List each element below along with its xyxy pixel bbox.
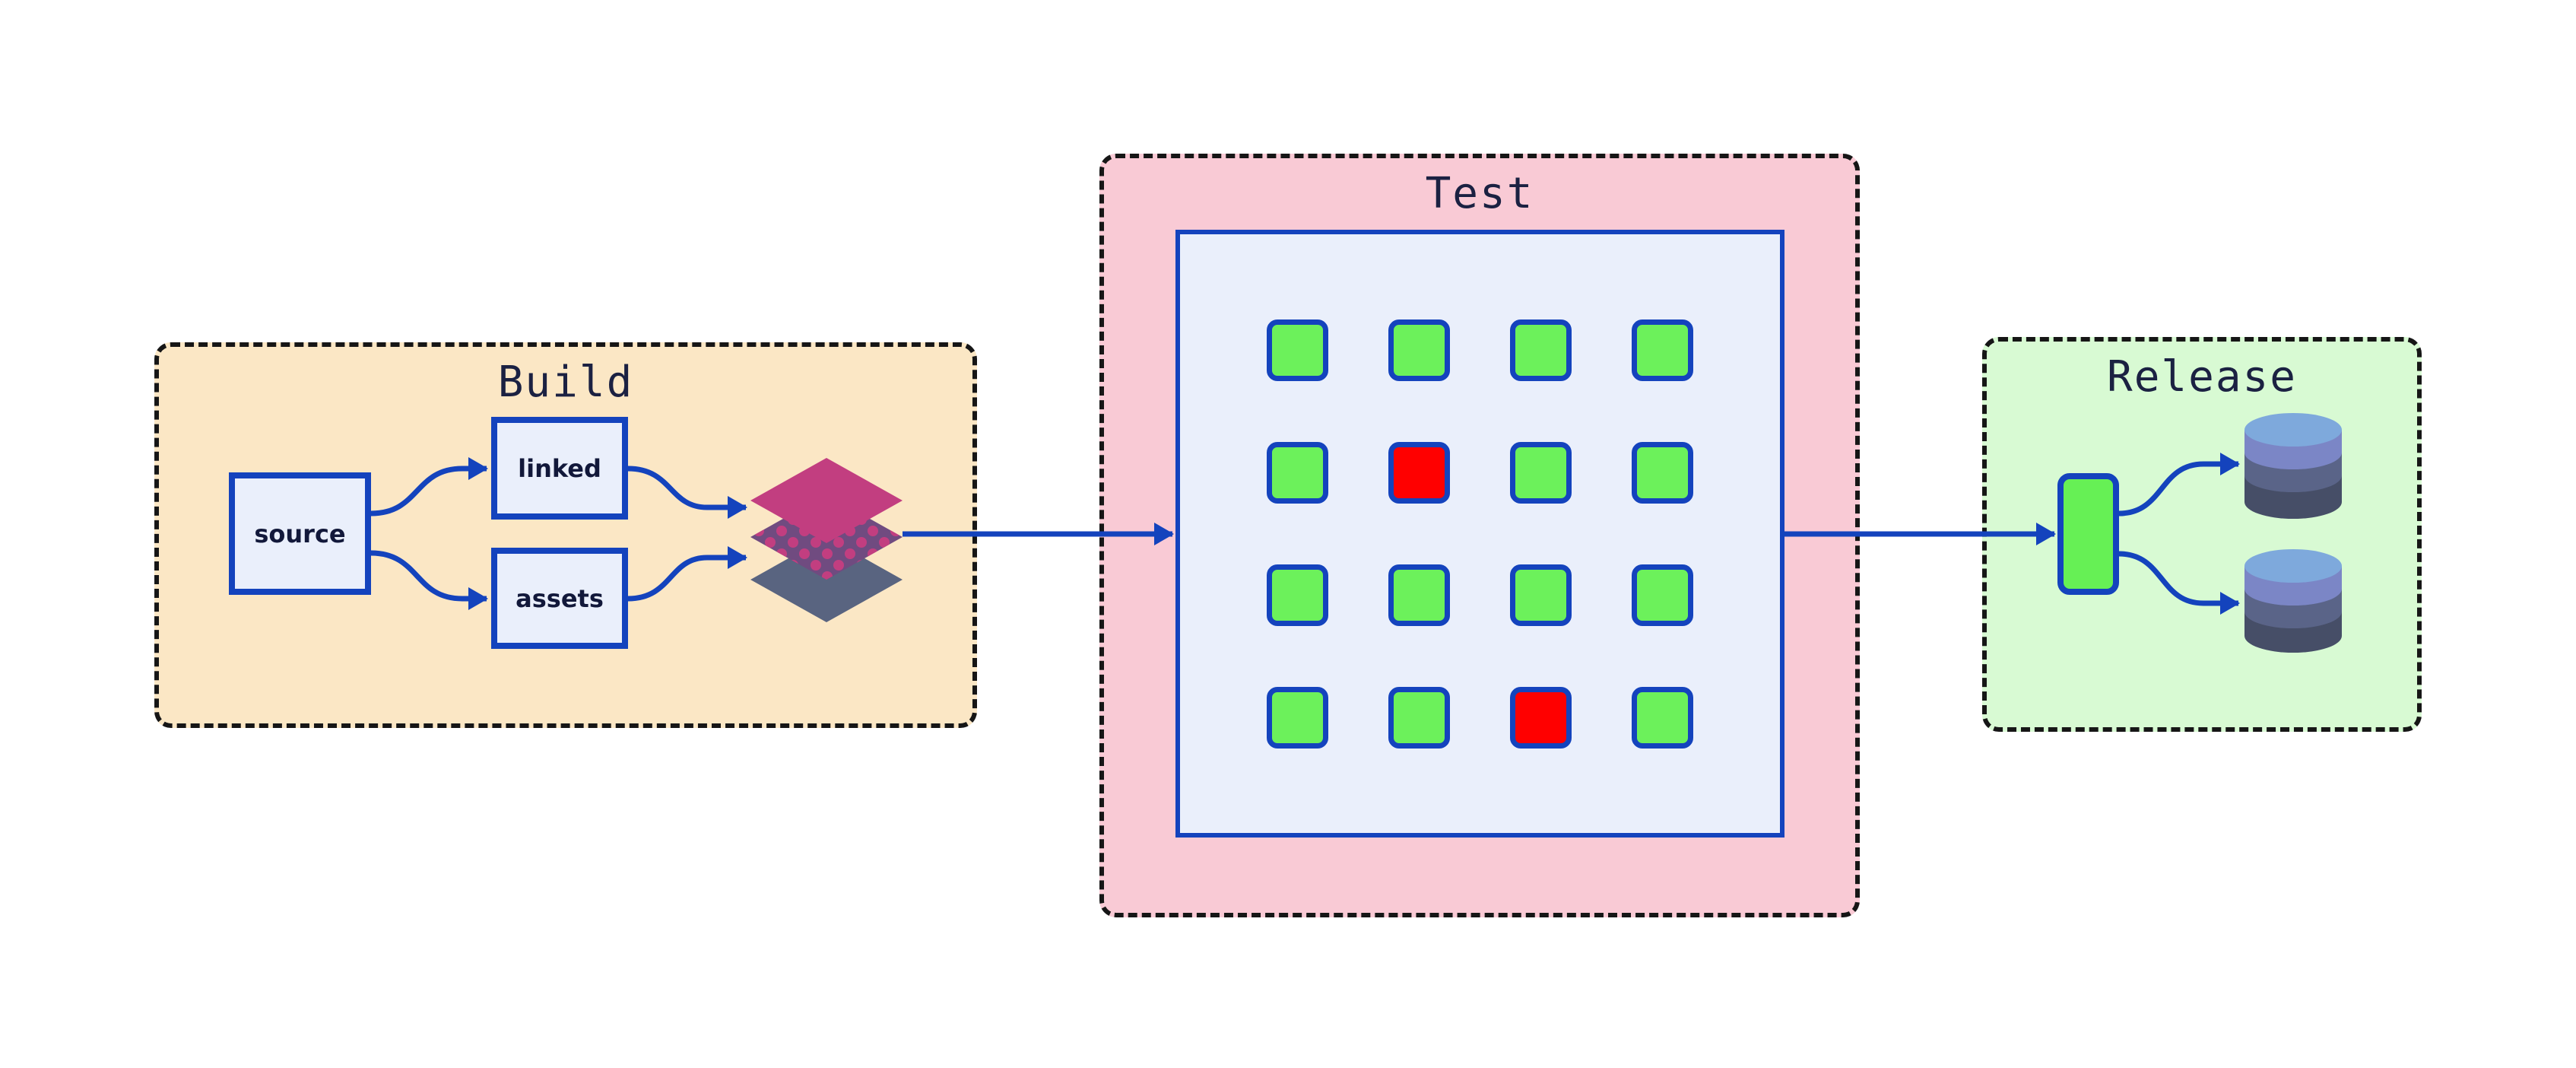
test-cell-pass bbox=[1388, 564, 1450, 626]
test-cell-pass bbox=[1510, 442, 1572, 504]
test-cell-pass bbox=[1632, 564, 1693, 626]
stage-build-title: Build bbox=[497, 358, 634, 407]
stage-release: Release bbox=[1982, 337, 2422, 732]
stage-test-title: Test bbox=[1425, 169, 1534, 218]
node-assets: assets bbox=[491, 548, 628, 649]
node-source-label: source bbox=[254, 519, 346, 548]
test-cell-pass bbox=[1510, 564, 1572, 626]
test-cell-pass bbox=[1632, 319, 1693, 381]
test-cell-pass bbox=[1267, 687, 1328, 749]
test-results-grid bbox=[1267, 319, 1693, 749]
test-cell-pass bbox=[1388, 319, 1450, 381]
test-cell-pass bbox=[1267, 442, 1328, 504]
node-linked-label: linked bbox=[518, 453, 601, 483]
test-cell-pass bbox=[1267, 319, 1328, 381]
test-cell-pass bbox=[1267, 564, 1328, 626]
node-source: source bbox=[229, 472, 371, 595]
test-results-panel bbox=[1175, 230, 1784, 838]
package-node bbox=[2057, 473, 2119, 595]
test-cell-pass bbox=[1388, 687, 1450, 749]
test-cell-pass bbox=[1632, 442, 1693, 504]
node-linked: linked bbox=[491, 417, 628, 520]
stage-release-title: Release bbox=[2106, 352, 2297, 402]
test-cell-fail bbox=[1388, 442, 1450, 504]
test-cell-pass bbox=[1632, 687, 1693, 749]
test-cell-pass bbox=[1510, 319, 1572, 381]
test-cell-fail bbox=[1510, 687, 1572, 749]
node-assets-label: assets bbox=[516, 583, 604, 613]
